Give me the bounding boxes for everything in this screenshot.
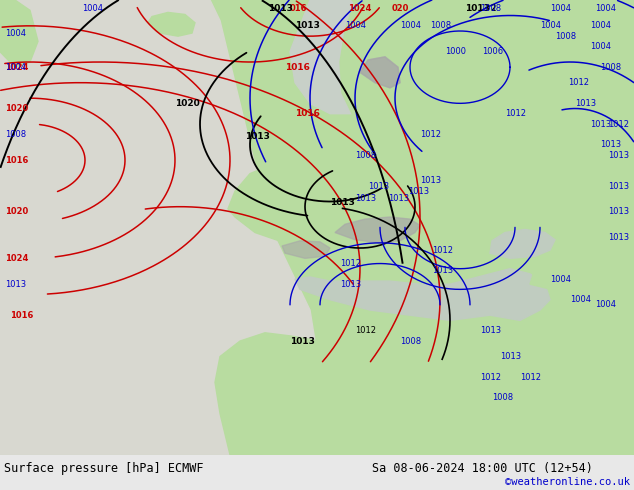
Text: 016: 016 bbox=[290, 4, 307, 13]
Text: 1013: 1013 bbox=[340, 280, 361, 289]
Text: 1013: 1013 bbox=[608, 207, 629, 217]
Polygon shape bbox=[490, 229, 555, 258]
Text: 1012: 1012 bbox=[432, 245, 453, 255]
Text: 1013: 1013 bbox=[268, 4, 293, 13]
Text: 1013: 1013 bbox=[432, 266, 453, 275]
Text: 1004: 1004 bbox=[590, 42, 611, 51]
Text: 1004: 1004 bbox=[595, 4, 616, 13]
Text: 1004: 1004 bbox=[570, 295, 591, 304]
Text: 1020: 1020 bbox=[175, 99, 200, 108]
Text: 1013: 1013 bbox=[465, 4, 490, 13]
Text: 1008: 1008 bbox=[430, 22, 451, 30]
Text: 020: 020 bbox=[392, 4, 410, 13]
Text: 1004: 1004 bbox=[82, 4, 103, 13]
Text: 1008: 1008 bbox=[355, 150, 376, 160]
Polygon shape bbox=[540, 0, 634, 103]
Text: 1004: 1004 bbox=[5, 63, 26, 72]
Text: 1013: 1013 bbox=[600, 140, 621, 149]
Polygon shape bbox=[530, 256, 634, 294]
Text: 1024: 1024 bbox=[5, 63, 29, 72]
Text: 1013: 1013 bbox=[608, 150, 629, 160]
Text: 1012: 1012 bbox=[355, 326, 376, 335]
Text: 1013: 1013 bbox=[608, 181, 629, 191]
Text: 1013: 1013 bbox=[420, 176, 441, 185]
Text: 1006: 1006 bbox=[482, 47, 503, 56]
Polygon shape bbox=[360, 57, 400, 88]
Text: 1020: 1020 bbox=[5, 207, 29, 217]
Text: 1004: 1004 bbox=[590, 22, 611, 30]
Text: 1013: 1013 bbox=[330, 198, 355, 207]
Text: 1013: 1013 bbox=[245, 132, 270, 141]
Text: 1013: 1013 bbox=[608, 233, 629, 242]
Text: 1008: 1008 bbox=[400, 337, 421, 345]
Text: 1008: 1008 bbox=[5, 130, 26, 139]
Polygon shape bbox=[360, 57, 400, 88]
Polygon shape bbox=[238, 76, 257, 98]
Polygon shape bbox=[0, 0, 320, 455]
Text: 1012: 1012 bbox=[520, 373, 541, 382]
Text: 2: 2 bbox=[490, 4, 495, 13]
Text: 1013: 1013 bbox=[480, 326, 501, 335]
Text: 1004: 1004 bbox=[345, 22, 366, 30]
Polygon shape bbox=[295, 269, 550, 320]
Text: 1000: 1000 bbox=[445, 47, 466, 56]
Text: 1012: 1012 bbox=[420, 130, 441, 139]
Text: 1013: 1013 bbox=[408, 187, 429, 196]
Text: 1012: 1012 bbox=[608, 120, 629, 128]
Text: 1004: 1004 bbox=[5, 28, 26, 38]
Text: 1004: 1004 bbox=[550, 4, 571, 13]
Text: Surface pressure [hPa] ECMWF: Surface pressure [hPa] ECMWF bbox=[4, 462, 204, 475]
Polygon shape bbox=[215, 333, 634, 455]
Text: 1008: 1008 bbox=[600, 63, 621, 72]
Polygon shape bbox=[282, 241, 330, 258]
Text: 1012: 1012 bbox=[340, 259, 361, 268]
Text: 1013: 1013 bbox=[388, 194, 409, 203]
Text: 1016: 1016 bbox=[295, 109, 320, 118]
Text: 1013: 1013 bbox=[5, 280, 26, 289]
Text: 1004: 1004 bbox=[540, 22, 561, 30]
Text: 1013: 1013 bbox=[590, 120, 611, 128]
Text: 1016: 1016 bbox=[5, 156, 29, 165]
Polygon shape bbox=[255, 62, 295, 108]
Text: 1020: 1020 bbox=[5, 104, 29, 113]
Text: 1004: 1004 bbox=[400, 22, 421, 30]
Text: 1008: 1008 bbox=[480, 4, 501, 13]
Text: 1004: 1004 bbox=[550, 274, 571, 284]
Text: 1024: 1024 bbox=[348, 4, 372, 13]
Text: 1004: 1004 bbox=[595, 300, 616, 309]
Text: 1013: 1013 bbox=[355, 194, 376, 203]
Text: ©weatheronline.co.uk: ©weatheronline.co.uk bbox=[505, 477, 630, 487]
Text: 1013: 1013 bbox=[368, 181, 389, 191]
Text: 1013: 1013 bbox=[575, 99, 596, 108]
Polygon shape bbox=[340, 0, 418, 129]
Text: 1008: 1008 bbox=[555, 32, 576, 41]
Polygon shape bbox=[0, 0, 38, 67]
Text: 1013: 1013 bbox=[500, 352, 521, 361]
Text: 1008: 1008 bbox=[492, 393, 513, 402]
Text: 1012: 1012 bbox=[505, 109, 526, 118]
Text: Sa 08-06-2024 18:00 UTC (12+54): Sa 08-06-2024 18:00 UTC (12+54) bbox=[372, 462, 593, 475]
Text: 1016: 1016 bbox=[285, 63, 310, 72]
Text: 1012: 1012 bbox=[480, 373, 501, 382]
Polygon shape bbox=[148, 12, 195, 36]
Polygon shape bbox=[228, 163, 330, 243]
Polygon shape bbox=[290, 0, 390, 114]
Text: 1013: 1013 bbox=[295, 22, 320, 30]
Polygon shape bbox=[335, 217, 420, 243]
Text: 1013: 1013 bbox=[290, 337, 315, 345]
Text: 1024: 1024 bbox=[5, 254, 29, 263]
Text: 1012: 1012 bbox=[568, 78, 589, 87]
Text: 1016: 1016 bbox=[10, 311, 34, 319]
